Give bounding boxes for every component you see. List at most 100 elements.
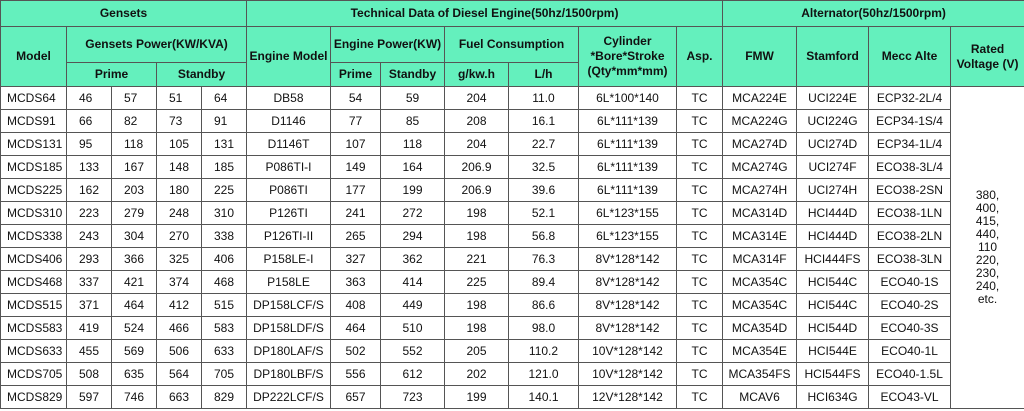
- voltage-line: 220,: [975, 253, 1000, 267]
- cell: P126TI-II: [246, 224, 331, 248]
- cell: 86.6: [508, 293, 579, 317]
- cell: 723: [380, 385, 445, 409]
- cell: 95: [66, 132, 112, 156]
- cell: 98.0: [508, 316, 579, 340]
- column-header: Prime: [66, 62, 157, 87]
- model-cell: MCDS583: [0, 316, 67, 340]
- cell: 633: [201, 339, 247, 363]
- cell: 199: [444, 385, 509, 409]
- table-row: MCDS515 371 464 412 515 DP158LCF/S 408 449 198 86…: [0, 293, 1024, 317]
- voltage-line: 380,: [975, 188, 1000, 202]
- column-header: g/kw.h: [444, 62, 509, 87]
- cell: 279: [111, 201, 157, 225]
- cell: 746: [111, 385, 157, 409]
- cell: 149: [330, 155, 381, 179]
- cell: 362: [380, 247, 445, 271]
- cell: 310: [201, 201, 247, 225]
- cell: 515: [201, 293, 247, 317]
- cell: 82: [111, 109, 157, 133]
- cell: DP180LBF/S: [246, 362, 331, 386]
- cell: 64: [201, 86, 247, 110]
- table-row: MCDS338 243 304 270 338 P126TI-II 265 294 198 56.…: [0, 224, 1024, 248]
- cell: 11.0: [508, 86, 579, 110]
- cell: 366: [111, 247, 157, 271]
- cell: 635: [111, 362, 157, 386]
- cell: UCI224E: [796, 86, 870, 110]
- cell: 371: [66, 293, 112, 317]
- cell: 52.1: [508, 201, 579, 225]
- cell: 10V*128*142: [578, 339, 677, 363]
- group-header: Alternator(50hz/1500rpm): [722, 0, 1024, 27]
- voltage-line: 240,: [975, 279, 1000, 293]
- cell: P086TI: [246, 178, 331, 202]
- cell: ECO40-1L: [868, 339, 952, 363]
- cell: HCI544C: [796, 293, 870, 317]
- cell: 8V*128*142: [578, 293, 677, 317]
- cell: HCI544FS: [796, 362, 870, 386]
- table-body: MCDS64 46 57 51 64 DB58 54 59 204 11.0 6L*100*140 T…: [0, 86, 1024, 409]
- model-cell: MCDS468: [0, 270, 67, 294]
- voltage-line: 440,: [975, 227, 1000, 241]
- cell: 206.9: [444, 178, 509, 202]
- cell: TC: [675, 385, 724, 409]
- cell: 89.4: [508, 270, 579, 294]
- cell: 241: [330, 201, 381, 225]
- cell: UCI274H: [796, 178, 870, 202]
- cell: 12V*128*142: [578, 385, 677, 409]
- cell: HCI444D: [796, 201, 870, 225]
- cell: 198: [444, 224, 509, 248]
- cell: 59: [380, 86, 445, 110]
- cell: 502: [330, 339, 381, 363]
- voltage-line: 110: [977, 240, 998, 254]
- cell: TC: [675, 316, 724, 340]
- column-header: Mecc Alte: [868, 26, 952, 87]
- cell: P158LE: [246, 270, 331, 294]
- cell: ECO40-1S: [868, 270, 952, 294]
- cell: 32.5: [508, 155, 579, 179]
- cell: HCI544C: [796, 270, 870, 294]
- cell: 57: [111, 86, 157, 110]
- voltage-line: 415,: [975, 214, 1000, 228]
- cell: 46: [66, 86, 112, 110]
- cell: 8V*128*142: [578, 270, 677, 294]
- cell: MCA354C: [722, 270, 798, 294]
- cell: D1146T: [246, 132, 331, 156]
- cell: 180: [156, 178, 202, 202]
- cell: HCI544D: [796, 316, 870, 340]
- cell: 8V*128*142: [578, 316, 677, 340]
- cell: P086TI-I: [246, 155, 331, 179]
- model-cell: MCDS185: [0, 155, 67, 179]
- cell: HCI634G: [796, 385, 870, 409]
- column-header: Fuel Consumption: [444, 26, 579, 63]
- cell: HCI444FS: [796, 247, 870, 271]
- column-header: Asp.: [675, 26, 724, 87]
- cell: 468: [201, 270, 247, 294]
- cell: 22.7: [508, 132, 579, 156]
- cell: MCA354E: [722, 339, 798, 363]
- cell: 221: [444, 247, 509, 271]
- cell: 508: [66, 362, 112, 386]
- model-cell: MCDS705: [0, 362, 67, 386]
- cell: 552: [380, 339, 445, 363]
- cell: 406: [201, 247, 247, 271]
- cell: 293: [66, 247, 112, 271]
- voltage-line: 230,: [975, 266, 1000, 280]
- cell: 6L*111*139: [578, 178, 677, 202]
- table-row: MCDS310 223 279 248 310 P126TI 241 272 198 52.1 6L…: [0, 201, 1024, 225]
- cell: 121.0: [508, 362, 579, 386]
- column-header: Standby: [380, 62, 445, 87]
- cell: ECO38-2LN: [868, 224, 952, 248]
- model-cell: MCDS64: [0, 86, 67, 110]
- cell: 164: [380, 155, 445, 179]
- cell: TC: [675, 132, 724, 156]
- cell: 455: [66, 339, 112, 363]
- cell: 177: [330, 178, 381, 202]
- cell: 569: [111, 339, 157, 363]
- cell: 205: [444, 339, 509, 363]
- cell: MCA314D: [722, 201, 798, 225]
- cell: 449: [380, 293, 445, 317]
- table-row: MCDS225 162 203 180 225 P086TI 177 199 206.9 39.6…: [0, 178, 1024, 202]
- cell: 204: [444, 132, 509, 156]
